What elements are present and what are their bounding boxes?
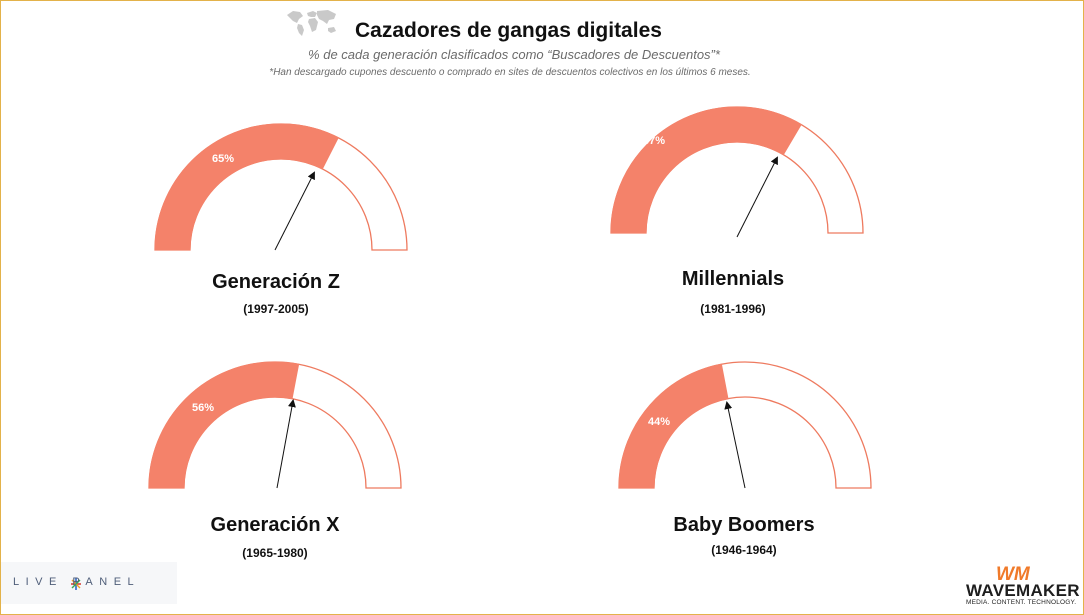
wavemaker-mark: WM [996,564,1031,585]
gauge-needle-gen-z [274,171,315,251]
livepanel-logo [1,562,177,604]
gauge-value-arc-baby-boomers [618,363,729,489]
gauge-value-label-gen-x: 56% [192,402,214,414]
gauge-value-label-millennials: 67% [643,135,665,147]
gauge-years-baby-boomers: (1946-1964) [711,543,777,557]
gauge-value-arc-millennials [610,106,802,234]
gauge-years-millennials: (1981-1996) [700,302,766,316]
wavemaker-name: WAVEMAKER [966,581,1080,600]
page-subtitle: % de cada generación clasificados como “… [308,47,720,62]
livepanel-star-icon [71,578,81,590]
gauge-value-label-gen-z: 65% [212,153,234,165]
gauge-value-label-baby-boomers: 44% [648,416,670,428]
gauge-title-gen-x: Generación X [210,514,340,536]
world-map-icon [287,10,336,36]
gauge-needle-baby-boomers [724,401,746,489]
gauge-years-gen-x: (1965-1980) [242,546,308,560]
gauge-years-gen-z: (1997-2005) [243,302,309,316]
gauge-needle-millennials [736,156,778,238]
gauge-title-gen-z: Generación Z [212,271,340,293]
page-footnote: *Han descargado cupones descuento o comp… [269,67,751,78]
page-title: Cazadores de gangas digitales [355,19,662,42]
gauge-title-baby-boomers: Baby Boomers [673,514,815,536]
gauge-title-millennials: Millennials [681,268,785,290]
gauge-value-arc-gen-z [154,123,339,251]
gauge-needle-gen-x [276,399,296,489]
livepanel-logo-text: LIVE PANEL [13,576,141,588]
gauge-value-arc-gen-x [148,361,300,489]
wavemaker-logo: WM [996,564,1031,585]
wavemaker-tagline: MEDIA. CONTENT. TECHNOLOGY. [966,599,1077,606]
